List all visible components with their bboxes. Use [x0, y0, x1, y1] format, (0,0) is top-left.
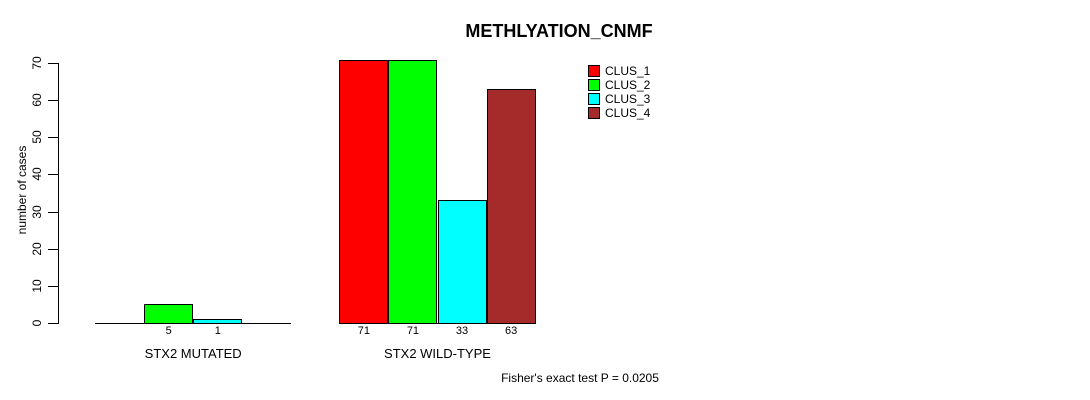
- legend-label: CLUS_2: [605, 78, 651, 92]
- y-axis-tick-label: 40: [30, 167, 44, 182]
- y-axis-tick-label: 10: [30, 278, 44, 293]
- legend-swatch-clus-3: [588, 93, 600, 105]
- bar-clus-1: [339, 59, 389, 324]
- y-axis-tick-label: 20: [30, 241, 44, 256]
- bar-value-label: 71: [406, 325, 420, 337]
- legend-label: CLUS_3: [605, 92, 651, 106]
- legend-item: CLUS_4: [588, 106, 650, 120]
- legend-item: CLUS_2: [588, 78, 650, 92]
- bar-clus-3: [193, 318, 243, 324]
- y-axis-tick: [48, 100, 58, 102]
- fisher-test-annotation: Fisher's exact test P = 0.0205: [501, 371, 659, 385]
- legend-swatch-clus-1: [588, 65, 600, 77]
- y-axis-tick-label: 70: [30, 56, 44, 70]
- group-label: STX2 WILD-TYPE: [384, 346, 491, 361]
- y-axis-tick: [48, 63, 58, 65]
- y-axis-tick: [48, 211, 58, 213]
- legend-item: CLUS_1: [588, 64, 650, 78]
- bar-value-label: 1: [214, 325, 221, 337]
- y-axis-tick-label: 50: [30, 130, 44, 145]
- legend-swatch-clus-2: [588, 79, 600, 91]
- bar-value-label: 33: [455, 325, 469, 337]
- legend-item: CLUS_3: [588, 92, 650, 106]
- y-axis-tick-label: 30: [30, 204, 44, 219]
- y-axis-tick: [48, 285, 58, 287]
- chart-title: METHLYATION_CNMF: [465, 21, 653, 41]
- bar-clus-4: [486, 89, 536, 324]
- legend: CLUS_1 CLUS_2 CLUS_3 CLUS_4: [588, 64, 650, 120]
- y-axis-title: number of cases: [15, 145, 29, 235]
- y-axis-tick-label: 60: [30, 93, 44, 108]
- y-axis-tick: [48, 248, 58, 250]
- bar-clus-2: [144, 304, 194, 324]
- y-axis-tick: [48, 174, 58, 176]
- group-label: STX2 MUTATED: [144, 346, 242, 361]
- bar-value-label: 71: [357, 325, 370, 337]
- x-axis-baseline: [339, 322, 536, 324]
- y-axis-line: [58, 63, 59, 324]
- y-axis-tick-label: 0: [30, 319, 44, 327]
- legend-label: CLUS_1: [605, 64, 651, 78]
- bar-clus-3: [437, 200, 487, 324]
- y-axis-tick: [48, 137, 58, 139]
- y-axis-tick: [48, 322, 58, 324]
- legend-label: CLUS_4: [605, 106, 651, 120]
- legend-swatch-clus-4: [588, 107, 600, 119]
- bar-value-label: 5: [165, 325, 172, 337]
- bar-value-label: 63: [505, 325, 518, 337]
- bar-clus-2: [388, 59, 438, 324]
